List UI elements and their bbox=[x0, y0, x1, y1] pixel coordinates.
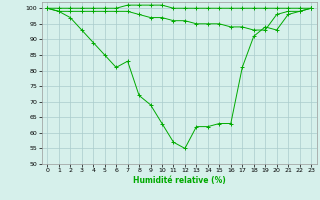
X-axis label: Humidité relative (%): Humidité relative (%) bbox=[133, 176, 226, 185]
